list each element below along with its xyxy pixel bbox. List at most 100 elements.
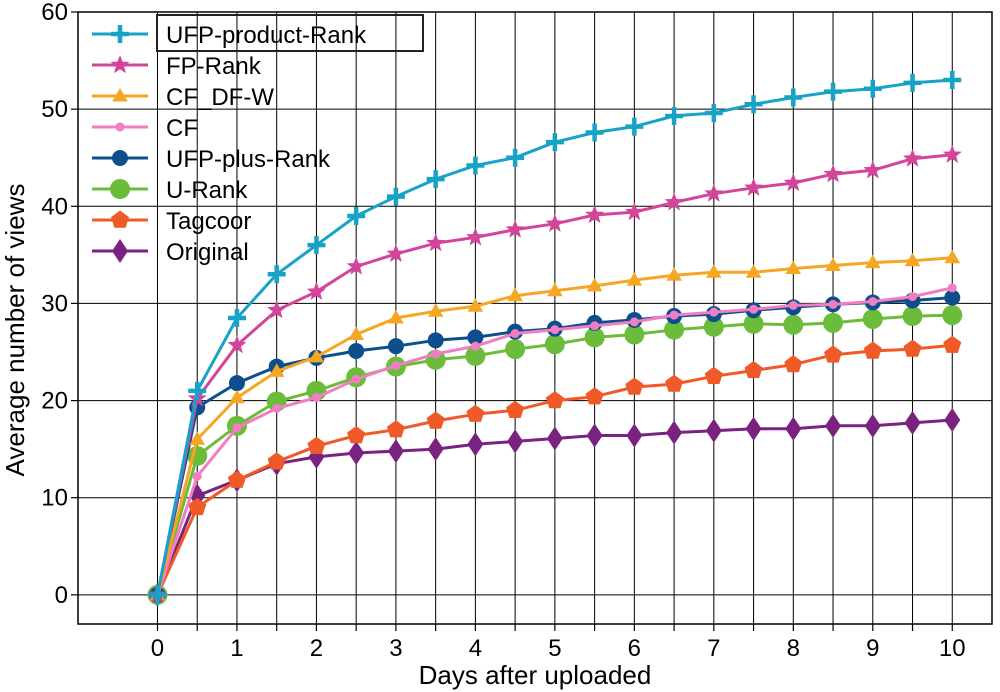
data-point xyxy=(227,470,246,488)
data-point xyxy=(386,187,405,206)
data-point xyxy=(785,416,802,441)
data-point xyxy=(465,345,486,366)
legend-label: U-Rank xyxy=(166,177,248,204)
data-point xyxy=(862,308,883,329)
data-point xyxy=(426,170,445,189)
data-point xyxy=(825,413,842,438)
data-point xyxy=(545,213,565,232)
data-point xyxy=(311,393,321,403)
data-point xyxy=(586,423,603,448)
data-point xyxy=(783,314,804,335)
legend-marker xyxy=(111,25,129,43)
data-point xyxy=(386,420,405,438)
data-point xyxy=(704,104,723,123)
legend-label: FP-Rank xyxy=(166,53,262,80)
data-point xyxy=(624,324,645,345)
legend-label: CF xyxy=(166,115,198,142)
data-point xyxy=(665,374,684,392)
data-point xyxy=(507,287,523,302)
data-point xyxy=(505,219,525,238)
data-point xyxy=(546,426,563,451)
legend-marker xyxy=(112,150,128,166)
data-point xyxy=(704,183,724,202)
data-point xyxy=(505,339,526,360)
legend-label: Tagcoor xyxy=(166,208,251,235)
data-point xyxy=(467,298,484,312)
legend-item: FP-Rank xyxy=(92,53,262,80)
data-point xyxy=(467,329,484,346)
x-tick-label: 1 xyxy=(230,635,243,662)
data-point xyxy=(506,400,525,418)
data-point xyxy=(229,389,245,404)
x-tick-label: 10 xyxy=(939,635,966,662)
series-u-rank xyxy=(147,305,963,605)
series-tagcoor xyxy=(148,335,962,603)
data-point xyxy=(828,299,838,309)
data-point xyxy=(629,317,639,327)
data-point xyxy=(426,411,445,429)
legend-label: CF_DF-W xyxy=(166,84,274,111)
legend-item: UFP-plus-Rank xyxy=(92,146,331,173)
data-point xyxy=(744,177,764,196)
series-layer xyxy=(147,71,963,607)
legend-marker xyxy=(112,239,128,263)
data-point xyxy=(788,300,798,310)
data-point xyxy=(547,282,563,297)
data-point xyxy=(944,289,961,306)
data-point xyxy=(666,267,682,281)
data-point xyxy=(507,429,524,454)
legend-item: CF_DF-W xyxy=(92,84,274,111)
data-point xyxy=(386,243,406,262)
data-point xyxy=(784,355,803,373)
legend-item: CF xyxy=(92,115,198,142)
data-point xyxy=(585,387,604,405)
data-point xyxy=(749,304,759,314)
data-point xyxy=(664,192,684,211)
data-point xyxy=(903,339,922,357)
legend-marker xyxy=(111,210,129,228)
y-tick-label: 60 xyxy=(41,0,68,26)
data-point xyxy=(431,349,441,359)
data-point xyxy=(387,439,404,464)
legend-highlight-box xyxy=(156,14,424,52)
data-point xyxy=(584,327,605,348)
y-tick-label: 10 xyxy=(41,485,68,512)
y-tick-label: 30 xyxy=(41,290,68,317)
data-point xyxy=(864,413,881,438)
data-point xyxy=(189,431,205,445)
data-point xyxy=(824,345,843,363)
x-tick-label: 7 xyxy=(707,635,720,662)
data-point xyxy=(585,205,605,224)
legend-marker xyxy=(110,179,130,199)
y-axis-label: Average number of views xyxy=(0,184,30,477)
data-point xyxy=(545,133,564,152)
data-point xyxy=(427,332,444,349)
x-tick-label: 5 xyxy=(548,635,561,662)
tick-labels: 0 1 2 3 4 5 6 7 8 9 10 0 10 20 30 40 50 60 xyxy=(41,0,965,662)
data-point xyxy=(744,95,763,114)
data-point xyxy=(308,348,325,363)
data-point xyxy=(348,326,364,340)
data-point xyxy=(227,335,247,354)
y-tick-label: 0 xyxy=(55,582,68,609)
legend-label: UFP-plus-Rank xyxy=(166,146,331,173)
data-point xyxy=(908,292,918,302)
data-point xyxy=(192,471,202,481)
data-point xyxy=(868,296,878,306)
legend-marker xyxy=(115,122,125,132)
data-point xyxy=(865,254,881,269)
data-point xyxy=(387,338,404,355)
data-point xyxy=(943,335,962,353)
x-tick-label: 4 xyxy=(469,635,482,662)
data-point xyxy=(942,144,962,163)
data-point xyxy=(709,307,719,317)
data-point xyxy=(550,325,560,335)
x-tick-label: 2 xyxy=(310,635,323,662)
data-point xyxy=(825,257,841,271)
y-tick-label: 50 xyxy=(41,96,68,123)
data-point xyxy=(863,79,882,98)
data-point xyxy=(669,310,679,320)
data-point xyxy=(470,341,480,351)
data-point xyxy=(267,452,286,470)
